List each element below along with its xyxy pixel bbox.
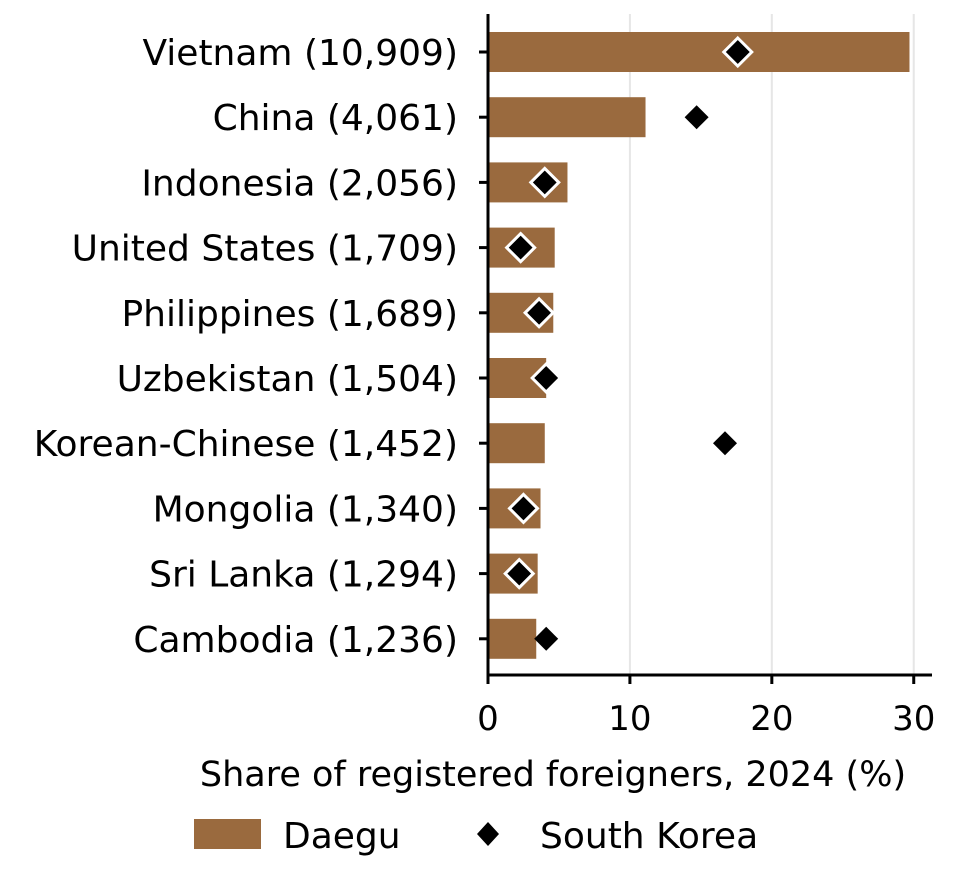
category-label-1: China (4,061) <box>213 98 458 139</box>
marker-south-korea-4 <box>522 296 556 329</box>
category-label-2: Indonesia (2,056) <box>141 163 458 204</box>
category-label-3: United States (1,709) <box>72 229 458 270</box>
markers-south-korea <box>503 35 754 651</box>
marker-south-korea-3 <box>504 231 537 264</box>
marker-south-korea-8 <box>503 557 536 590</box>
gridlines <box>628 14 915 675</box>
marker-south-korea-0 <box>721 35 754 69</box>
marker-south-korea-9 <box>534 626 559 651</box>
x-tick-label-0: 0 <box>477 699 499 739</box>
marker-south-korea-1 <box>684 105 709 130</box>
category-label-8: Sri Lanka (1,294) <box>149 555 458 596</box>
category-label-0: Vietnam (10,909) <box>142 33 458 74</box>
category-label-5: Uzbekistan (1,504) <box>117 359 458 400</box>
category-label-7: Mongolia (1,340) <box>153 489 458 530</box>
bar-daegu-9 <box>488 618 537 659</box>
x-tick-labels: 0 10 20 30 <box>477 699 935 739</box>
bar-daegu-1 <box>488 97 646 138</box>
bar-daegu-0 <box>488 32 910 72</box>
legend-swatch-daegu <box>194 819 261 849</box>
category-labels: Vietnam (10,909) China (4,061) Indonesia (… <box>34 33 458 661</box>
category-label-4: Philippines (1,689) <box>121 294 458 335</box>
bar-daegu-6 <box>488 423 545 464</box>
axes <box>479 14 932 684</box>
x-axis-title: Share of registered foreigners, 2024 (%) <box>200 755 906 795</box>
legend-label-south-korea: South Korea <box>540 816 758 857</box>
marker-south-korea-5 <box>530 361 563 395</box>
legend: Daegu South Korea <box>194 816 758 857</box>
marker-south-korea-7 <box>507 492 540 525</box>
x-tick-label-20: 20 <box>750 699 793 739</box>
legend-label-daegu: Daegu <box>283 816 401 857</box>
category-label-6: Korean-Chinese (1,452) <box>34 424 458 465</box>
marker-south-korea-6 <box>712 431 737 456</box>
x-tick-label-30: 30 <box>892 699 935 739</box>
category-label-9: Cambodia (1,236) <box>133 620 458 661</box>
x-tick-label-10: 10 <box>608 699 651 739</box>
legend-swatch-south-korea <box>477 822 499 846</box>
marker-south-korea-2 <box>528 166 561 199</box>
